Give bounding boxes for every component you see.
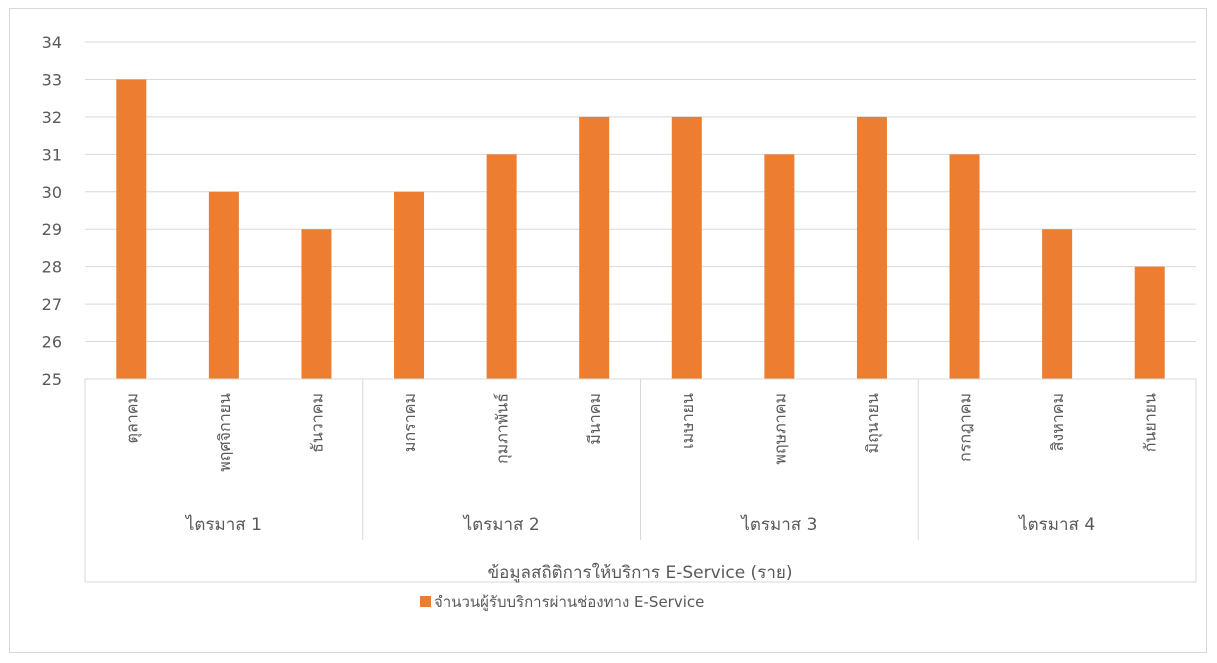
y-tick-label: 29 (42, 220, 62, 239)
category-label: กรกฎาคม (956, 393, 975, 462)
category-label: กันยายน (1141, 393, 1160, 452)
group-label: ไตรมาส 4 (1017, 514, 1095, 535)
group-label: ไตรมาส 3 (739, 514, 817, 535)
y-tick-label: 26 (42, 333, 62, 352)
bar (1134, 266, 1165, 379)
group-label: ไตรมาส 2 (462, 514, 540, 535)
y-tick-label: 31 (42, 145, 62, 164)
y-tick-label: 32 (42, 108, 62, 127)
bar (208, 191, 239, 379)
axes (84, 378, 1197, 583)
bar (856, 116, 887, 379)
bar (949, 154, 980, 379)
category-label: ธันวาคม (307, 393, 326, 453)
axis-labels: 25 26 27 28 29 30 31 32 33 34 ตุลาคม พฤศจิกายน ธันวา… (42, 33, 1160, 535)
bar (301, 229, 332, 379)
y-tick-label: 25 (42, 370, 62, 389)
category-label: กุมภาพันธ์ (493, 393, 513, 464)
legend-label: จำนวนผู้รับบริการผ่านช่องทาง E-Service (434, 593, 704, 611)
category-label: มกราคม (400, 393, 419, 452)
category-label: พฤศจิกายน (215, 393, 234, 472)
legend-swatch (420, 596, 431, 607)
x-axis-title: ข้อมูลสถิติการให้บริการ E-Service (ราย) (488, 562, 793, 583)
y-tick-label: 30 (42, 183, 62, 202)
category-label: มีนาคม (585, 393, 604, 445)
bars (116, 79, 1165, 379)
y-tick-label: 34 (42, 33, 62, 52)
category-label: สิงหาคม (1048, 393, 1067, 451)
y-tick-label: 27 (42, 295, 62, 314)
category-label: มิถุนายน (863, 393, 883, 454)
bar (671, 116, 702, 379)
y-tick-label: 28 (42, 258, 62, 277)
category-label: เมษายน (678, 393, 697, 449)
category-label: พฤษภาคม (770, 393, 789, 465)
legend: จำนวนผู้รับบริการผ่านช่องทาง E-Service (420, 593, 704, 611)
bar (486, 154, 517, 379)
bar (579, 116, 610, 379)
group-label: ไตรมาส 1 (184, 514, 262, 535)
bar (764, 154, 795, 379)
gridlines (85, 41, 1196, 343)
chart-frame (9, 8, 1207, 653)
y-tick-label: 33 (42, 70, 62, 89)
category-label: ตุลาคม (122, 393, 142, 443)
bar (116, 79, 147, 379)
bar (1042, 229, 1073, 379)
bar (394, 191, 425, 379)
